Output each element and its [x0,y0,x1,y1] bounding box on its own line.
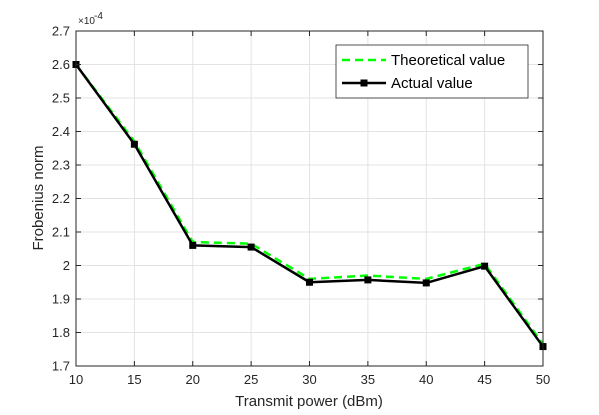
y-tick-label: 2.7 [52,24,70,39]
x-tick-label: 20 [186,372,200,387]
x-tick-label: 40 [419,372,433,387]
x-tick-label: 45 [477,372,491,387]
legend-theoretical-label: Theoretical value [391,52,505,69]
x-tick-label: 10 [69,372,83,387]
y-tick-label: 2 [63,258,70,273]
data-point-actual [364,276,372,284]
data-point-actual [481,262,489,270]
legend-box [335,44,529,99]
y-exponent-power: -4 [94,11,103,22]
y-axis-label: Frobenius norm [30,145,47,250]
y-tick-label: 2.1 [52,225,70,240]
series-layer [72,61,547,351]
legend: Theoretical value Actual value [335,44,529,99]
y-tick-label: 2.4 [52,124,70,139]
y-tick-label: 2.6 [52,57,70,72]
x-tick-label: 35 [361,372,375,387]
x-tick-label: 25 [244,372,258,387]
y-tick-label: 2.5 [52,91,70,106]
y-tick-label: 2.3 [52,158,70,173]
y-tick-label: 1.9 [52,292,70,307]
data-point-actual [189,241,197,249]
y-tick-label: 2.2 [52,191,70,206]
y-tick-label: 1.7 [52,359,70,374]
legend-actual-marker [360,79,368,87]
legend-actual-label: Actual value [391,75,473,92]
x-tick-label: 30 [302,372,316,387]
y-exponent-base: ×10 [78,16,95,27]
data-point-actual [422,279,430,287]
x-axis-label: Transmit power (dBm) [235,393,383,410]
data-point-actual [130,140,138,148]
data-point-actual [306,278,313,286]
data-point-actual [247,243,255,251]
ticks: 10 15 20 25 30 35 40 45 50 1.7 1.8 1.9 2 2.1 2.2 2.3 2.4… [52,24,550,388]
x-tick-label: 15 [127,372,141,387]
x-tick-label: 50 [536,372,550,387]
y-tick-label: 1.8 [52,325,70,340]
